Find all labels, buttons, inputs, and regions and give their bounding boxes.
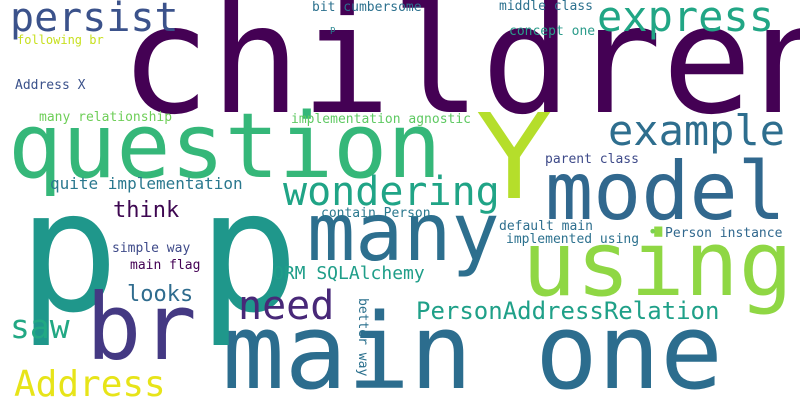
word-main-one: main one [222, 291, 723, 400]
word-orm-sqlalchemy: ORM SQLAlchemy [273, 263, 425, 284]
word-Y: Y [478, 88, 551, 226]
word-address: Address [14, 364, 166, 400]
word-using: using [522, 212, 793, 317]
word-quite-implementation: quite implementation [50, 174, 243, 193]
word-parent-class: parent class [545, 152, 639, 167]
word-many-relationship: many relationship [39, 110, 173, 125]
word-main-flag: main flag [130, 258, 201, 273]
word-example: example [608, 106, 786, 155]
word-children: children [120, 0, 800, 148]
word-persist: persist [10, 0, 179, 41]
word-express: express [597, 0, 775, 41]
word-following-br: following br [17, 33, 104, 47]
word-contain-person: contain Person [321, 206, 431, 221]
word-middle-class: middle class [499, 0, 593, 14]
word-p-small: p [330, 25, 336, 35]
word-p-large-1: p [18, 154, 120, 350]
word-personaddressrelation: PersonAddressRelation [416, 297, 720, 325]
word-implemented-using: implemented using [506, 232, 640, 247]
word-p-large-2: p [198, 154, 300, 350]
word-many: many [307, 186, 500, 279]
word-think: think [113, 198, 180, 223]
word-need: need [238, 283, 335, 329]
word-br: br [86, 274, 197, 381]
word-concept-one: concept one [509, 24, 596, 39]
word-looks: looks [127, 282, 194, 307]
word-better-way: better way [355, 298, 370, 377]
word-default-main: default main [499, 219, 593, 234]
word-bit-cumbersome: bit cumbersome [312, 0, 422, 15]
word-saw: saw [10, 307, 70, 346]
word-person-instance: Person instance [665, 226, 783, 241]
word-wondering: wondering [283, 169, 500, 215]
word-address-x: Address X [15, 78, 86, 93]
word-dot: • [648, 222, 658, 241]
word-model: model [545, 145, 786, 238]
word-question: question [8, 94, 442, 199]
word-implementation-agnostic: implementation agnostic [291, 112, 472, 127]
word-simple-way: simple way [112, 241, 191, 256]
